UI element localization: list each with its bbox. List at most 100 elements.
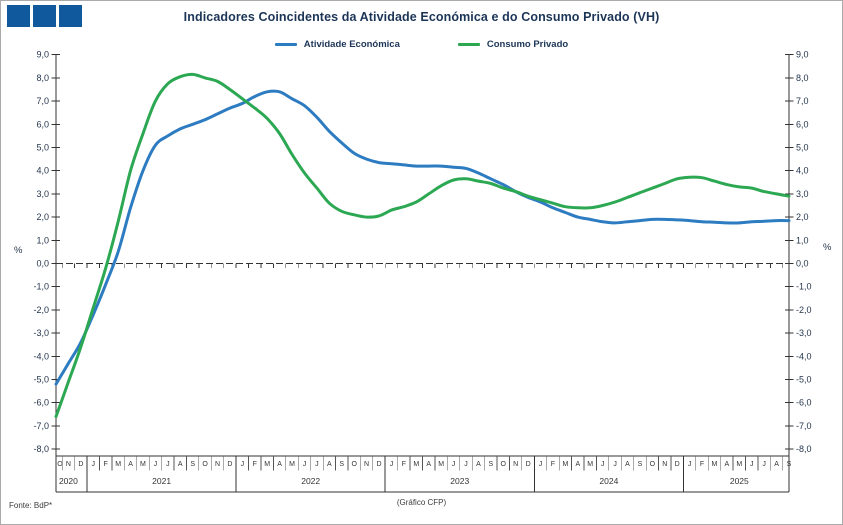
ytick-label-right: 5,0 xyxy=(796,143,809,153)
month-label: M xyxy=(438,461,444,468)
month-label: N xyxy=(364,461,369,468)
month-label: A xyxy=(327,461,332,468)
year-label: 2023 xyxy=(450,476,469,486)
month-label: S xyxy=(190,461,195,468)
month-label: F xyxy=(104,461,108,468)
logo-block-2 xyxy=(33,5,56,27)
ytick-label-left: -1,0 xyxy=(33,282,49,292)
month-label: S xyxy=(339,461,344,468)
month-label: D xyxy=(227,461,232,468)
ytick-label-left: -7,0 xyxy=(33,421,49,431)
month-label: O xyxy=(650,461,656,468)
month-label: J xyxy=(539,461,543,468)
ytick-label-right: 1,0 xyxy=(796,235,809,245)
month-label: A xyxy=(625,461,630,468)
month-label: J xyxy=(303,461,307,468)
ytick-label-right: -2,0 xyxy=(796,305,812,315)
ytick-label-right: 0,0 xyxy=(796,259,809,269)
legend-item-atividade-economica: Atividade Económica xyxy=(274,39,400,50)
month-label: D xyxy=(376,461,381,468)
ytick-label-left: 9,0 xyxy=(36,50,49,60)
ytick-label-right: -1,0 xyxy=(796,282,812,292)
month-label: N xyxy=(66,461,71,468)
legend-item-consumo-privado: Consumo Privado xyxy=(457,39,569,50)
month-label: M xyxy=(289,461,295,468)
logo-block-3 xyxy=(59,5,82,27)
month-label: M xyxy=(140,461,146,468)
legend-label-consumo-privado: Consumo Privado xyxy=(486,39,569,50)
month-label: A xyxy=(277,461,282,468)
month-label: M xyxy=(413,461,419,468)
legend-swatch-blue-line xyxy=(274,42,297,47)
month-label: J xyxy=(452,461,456,468)
month-label: J xyxy=(166,461,170,468)
month-label: A xyxy=(476,461,481,468)
axes xyxy=(51,54,794,493)
month-label: F xyxy=(700,461,704,468)
ytick-label-left: 3,0 xyxy=(36,189,49,199)
ytick-label-right: -6,0 xyxy=(796,398,812,408)
month-label: O xyxy=(57,461,63,468)
year-label: 2021 xyxy=(152,476,171,486)
ytick-label-right: -4,0 xyxy=(796,351,812,361)
ytick-label-left: 4,0 xyxy=(36,166,49,176)
ytick-label-right: 8,0 xyxy=(796,73,809,83)
cfp-logo xyxy=(7,5,82,27)
data-series xyxy=(54,72,791,419)
month-label: M xyxy=(712,461,718,468)
chart-title: Indicadores Coincidentes da Atividade Ec… xyxy=(183,10,660,24)
month-label: N xyxy=(215,461,220,468)
month-label: F xyxy=(402,461,406,468)
month-label: J xyxy=(241,461,245,468)
month-label: A xyxy=(178,461,183,468)
series-line-atividade-econ-mica xyxy=(54,89,791,386)
month-label: A xyxy=(426,461,431,468)
ytick-label-left: 6,0 xyxy=(36,119,49,129)
month-label: A xyxy=(725,461,730,468)
ytick-label-left: 2,0 xyxy=(36,212,49,222)
month-label: D xyxy=(675,461,680,468)
month-label: A xyxy=(128,461,133,468)
ytick-label-right: -5,0 xyxy=(796,375,812,385)
month-label: S xyxy=(488,461,493,468)
month-label: M xyxy=(264,461,270,468)
ytick-label-left: 8,0 xyxy=(36,73,49,83)
legend-swatch-green-line xyxy=(457,42,480,47)
year-label: 2024 xyxy=(599,476,618,486)
y-axis-unit-right: % xyxy=(823,242,832,253)
ytick-label-left: -4,0 xyxy=(33,351,49,361)
ytick-label-right: 9,0 xyxy=(796,50,809,60)
series-line-consumo-privado xyxy=(54,72,791,419)
month-label: S xyxy=(787,461,792,468)
axis-labels: 9,0 9,0 8,0 8,0 7,0 7,0 6,0 6,0 5,0 5,0 4,0 4,0 3,0 3… xyxy=(14,50,832,454)
logo-block-1 xyxy=(7,5,30,27)
credit-note: (Gráfico CFP) xyxy=(396,498,447,507)
year-label: 2020 xyxy=(59,476,78,486)
month-label: J xyxy=(688,461,692,468)
month-label: A xyxy=(774,461,779,468)
month-label: S xyxy=(638,461,643,468)
month-label: D xyxy=(78,461,83,468)
ytick-label-left: 0,0 xyxy=(36,259,49,269)
source-note: Fonte: BdP* xyxy=(9,501,53,510)
month-label: J xyxy=(390,461,394,468)
y-axis-unit-left: % xyxy=(14,245,23,256)
ytick-label-left: -6,0 xyxy=(33,398,49,408)
month-label: N xyxy=(662,461,667,468)
month-label: J xyxy=(92,461,96,468)
month-label: M xyxy=(587,461,593,468)
month-label: M xyxy=(562,461,568,468)
year-label: 2025 xyxy=(730,476,749,486)
ytick-label-right: 6,0 xyxy=(796,119,809,129)
ytick-label-left: -8,0 xyxy=(33,444,49,454)
ytick-label-right: 7,0 xyxy=(796,96,809,106)
month-label: J xyxy=(601,461,605,468)
month-label: J xyxy=(750,461,754,468)
ytick-label-right: -8,0 xyxy=(796,444,812,454)
month-label: D xyxy=(526,461,531,468)
chart-legend: Atividade Económica Consumo Privado xyxy=(1,39,842,50)
ytick-label-right: -3,0 xyxy=(796,328,812,338)
